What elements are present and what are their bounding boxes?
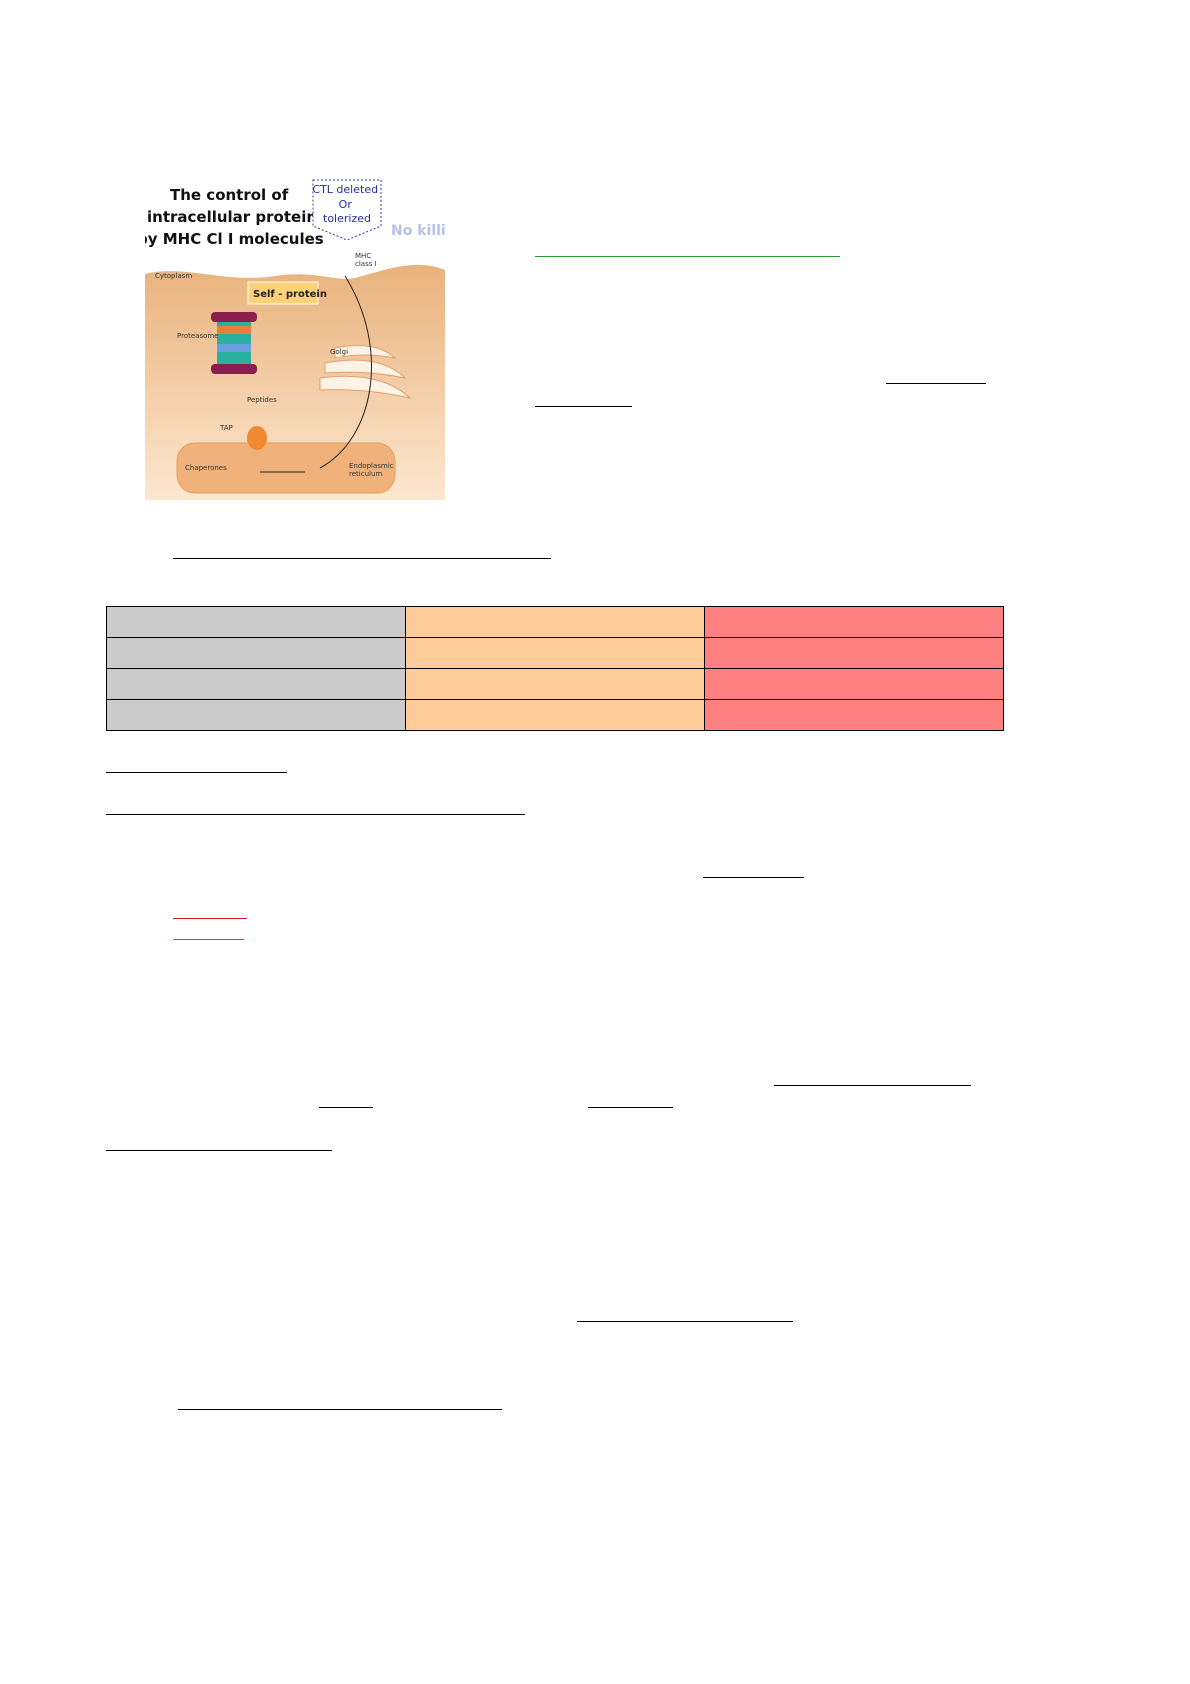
underline <box>577 1321 793 1322</box>
tap-shape <box>247 426 267 450</box>
self-protein-label: Self - protein <box>253 289 327 300</box>
underline <box>106 1150 332 1151</box>
underline <box>774 1085 971 1086</box>
svg-text:MHC class I Cytoplasm: MHC class I Cytoplasm Proteasome Golgi P… <box>155 252 396 478</box>
figure-title: The control of intracellular proteins by… <box>145 186 331 248</box>
mhc-class-i-diagram: The control of intracellular proteins by… <box>145 179 445 500</box>
table-row <box>106 606 1004 638</box>
table-row <box>106 699 1004 731</box>
underline <box>535 256 840 257</box>
underline <box>886 383 986 384</box>
underline <box>106 814 525 815</box>
ctl-callout-text: CTL deleted Or tolerized <box>312 183 381 225</box>
underline <box>588 1107 673 1108</box>
no-killing-label: No killing <box>391 223 445 239</box>
underline <box>535 406 632 407</box>
underline <box>173 558 551 559</box>
table-row <box>106 668 1004 700</box>
self-protein-box <box>247 281 319 305</box>
proteasome-shape <box>211 312 257 374</box>
underline <box>178 1409 502 1410</box>
underline <box>173 939 244 940</box>
underline <box>703 877 804 878</box>
underline <box>319 1107 373 1108</box>
table-row <box>106 637 1004 669</box>
comparison-table <box>106 606 1004 731</box>
transport-arrow <box>319 275 372 469</box>
underline <box>173 918 247 919</box>
endoplasmic-reticulum <box>176 442 396 494</box>
underline <box>106 772 287 773</box>
golgi-shape <box>319 345 412 399</box>
ctl-callout <box>312 179 382 241</box>
